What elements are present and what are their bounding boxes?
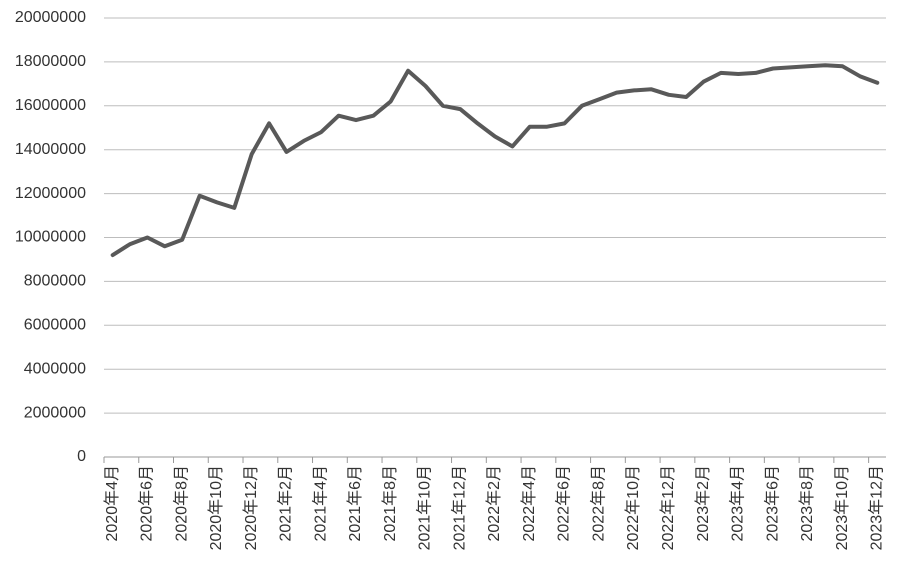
- y-tick-label: 10000000: [15, 229, 86, 246]
- x-tick-label: 2020年6月: [138, 465, 156, 542]
- y-tick-label: 16000000: [15, 97, 86, 114]
- x-tick-label: 2022年2月: [485, 465, 503, 542]
- x-tick-label: 2022年8月: [589, 465, 607, 542]
- x-tick-label: 2021年4月: [311, 465, 329, 542]
- x-tick-label: 2021年12月: [450, 465, 468, 550]
- y-tick-label: 2000000: [24, 404, 86, 421]
- x-tick-label: 2023年8月: [798, 465, 816, 542]
- y-tick-label: 20000000: [15, 9, 86, 26]
- y-tick-label: 6000000: [24, 317, 86, 334]
- x-tick-label: 2020年12月: [242, 465, 260, 550]
- x-tick-label: 2023年10月: [833, 465, 851, 550]
- x-tick-label: 2020年4月: [103, 465, 121, 542]
- x-tick-label: 2023年4月: [729, 465, 747, 542]
- x-tick-label: 2023年12月: [868, 465, 886, 550]
- x-tick-label: 2023年2月: [694, 465, 712, 542]
- x-tick-label: 2022年6月: [555, 465, 573, 542]
- x-tick-label: 2020年8月: [172, 465, 190, 542]
- y-tick-label: 4000000: [24, 360, 86, 377]
- y-tick-label: 14000000: [15, 141, 86, 158]
- x-tick-label: 2021年6月: [346, 465, 364, 542]
- y-tick-label: 18000000: [15, 53, 86, 70]
- x-tick-label: 2021年10月: [416, 465, 434, 550]
- x-tick-label: 2022年4月: [520, 465, 538, 542]
- x-tick-label: 2021年2月: [277, 465, 295, 542]
- series-line: [110, 63, 880, 258]
- y-tick-label: 12000000: [15, 185, 86, 202]
- y-tick-label: 8000000: [24, 273, 86, 290]
- y-tick-label: 0: [77, 448, 86, 465]
- x-tick-label: 2020年10月: [207, 465, 225, 550]
- x-tick-label: 2022年12月: [659, 465, 677, 550]
- x-tick-label: 2022年10月: [624, 465, 642, 550]
- x-tick-label: 2023年6月: [763, 465, 781, 542]
- x-tick-label: 2021年8月: [381, 465, 399, 542]
